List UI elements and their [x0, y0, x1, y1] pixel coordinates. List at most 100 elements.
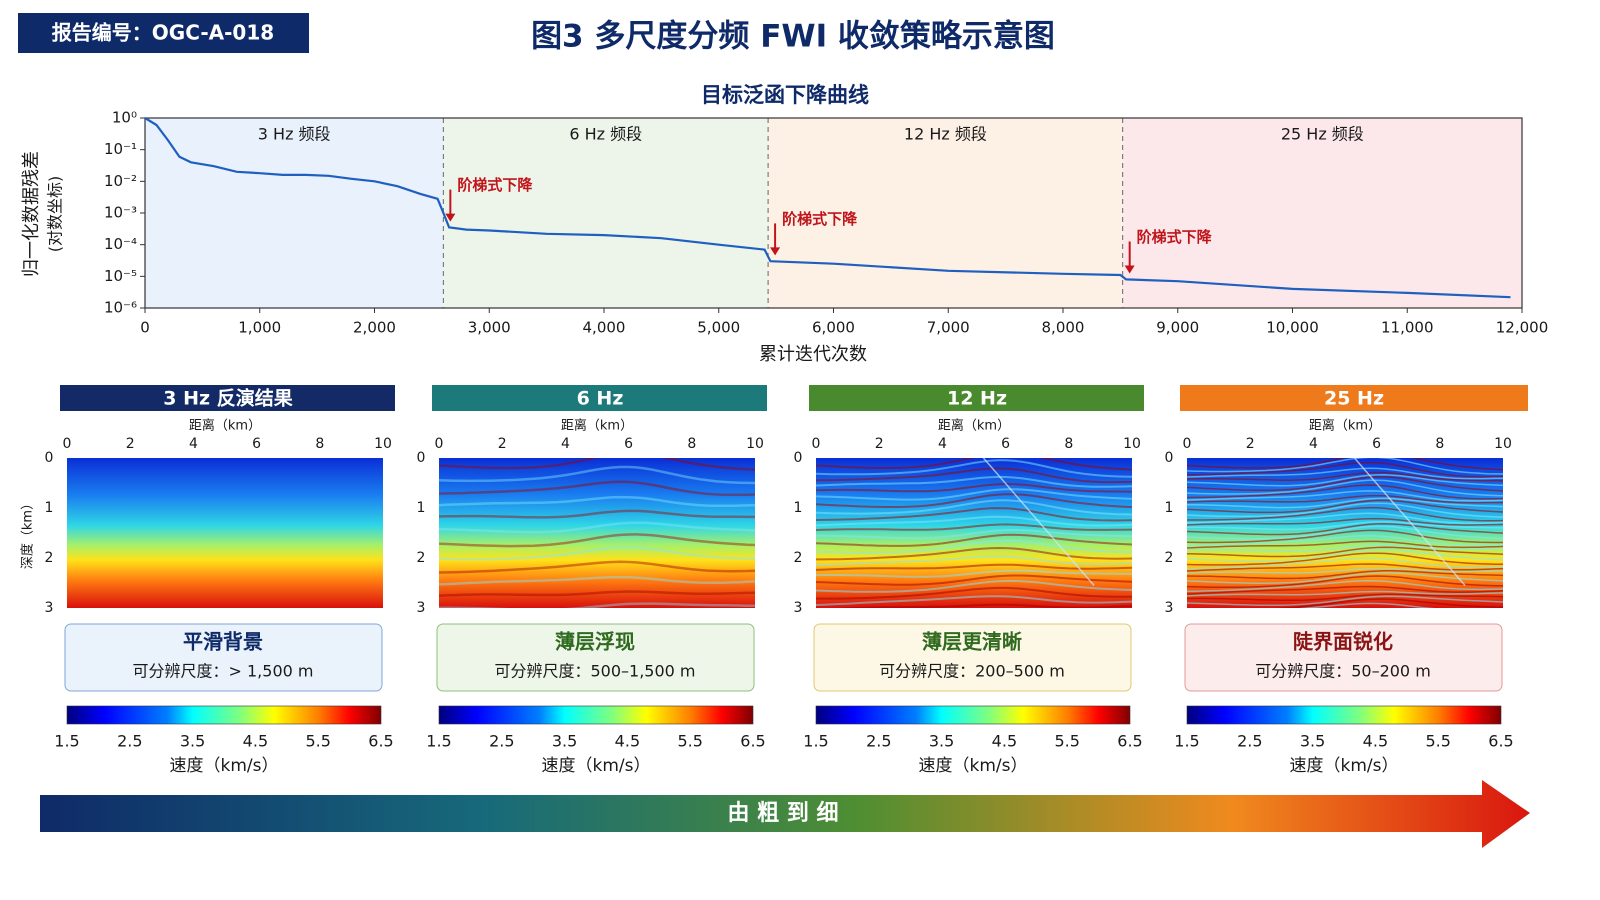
reflector [1187, 535, 1503, 547]
reflector [1187, 458, 1503, 471]
reflector [1187, 490, 1503, 502]
reflector [1187, 517, 1503, 526]
colorbar-tick-label: 6.5 [1117, 732, 1142, 751]
panel-y-tick-label: 3 [1165, 600, 1174, 616]
reflector [1187, 458, 1503, 475]
panel-y-tick-label: 1 [794, 500, 803, 516]
reflector [439, 465, 755, 485]
colorbar-tick-label: 1.5 [1174, 732, 1199, 751]
panel-x-label: 距离（km） [1309, 418, 1381, 434]
colorbar [66, 705, 382, 725]
fault [982, 458, 1095, 586]
colorbar-tick-label: 3.5 [552, 732, 577, 751]
stage-label: 12 Hz 频段 [904, 125, 987, 144]
reflector [831, 603, 1132, 608]
colorbar-tick-label: 4.5 [992, 732, 1017, 751]
y-tick-label: 10⁰ [112, 109, 137, 127]
panel-y-tick-label: 3 [45, 600, 54, 616]
reflector [1187, 567, 1503, 574]
reflector [439, 521, 755, 534]
reflector [1187, 523, 1503, 536]
panel-x-tick-label: 2 [1246, 436, 1255, 452]
reflector [439, 458, 755, 471]
velocity-image [439, 458, 755, 608]
panel-x-tick-label: 10 [374, 436, 392, 452]
reflector [1187, 512, 1503, 524]
x-tick-label: 10,000 [1266, 319, 1319, 337]
panel-x-tick-label: 6 [1001, 436, 1010, 452]
progression-arrow [40, 780, 1530, 848]
caption-box [813, 623, 1132, 692]
x-tick-label: 3,000 [468, 319, 511, 337]
y-tick-label: 10⁻⁶ [104, 299, 137, 317]
panel-x-label: 距离（km） [938, 418, 1010, 434]
reflector [439, 590, 755, 597]
panel-x-label: 距离（km） [561, 418, 633, 434]
y-tick-label: 10⁻² [104, 172, 137, 190]
reflector [1187, 590, 1503, 597]
panel-y-tick-label: 2 [1165, 550, 1174, 566]
reflector [816, 546, 1132, 561]
velocity-background [67, 458, 383, 608]
panel-header [432, 385, 767, 411]
reflector [816, 574, 1132, 586]
y-axis-label: 归一化数据残差 [21, 151, 42, 277]
reflector [816, 555, 1132, 567]
y-tick-label: 10⁻¹ [104, 140, 137, 158]
panel-y-tick-label: 1 [1165, 500, 1174, 516]
reflector [1187, 572, 1503, 584]
stage-band [443, 118, 769, 308]
progression-label: 由 粗 到 细 [728, 800, 839, 826]
panel-y-tick-label: 3 [417, 600, 426, 616]
reflector [1187, 585, 1503, 595]
reflector [1187, 552, 1503, 566]
annotation-arrowhead [770, 247, 781, 256]
reflector [816, 579, 1132, 593]
panel-x-tick-label: 10 [746, 436, 764, 452]
panel-y-tick-label: 1 [45, 500, 54, 516]
x-tick-label: 5,000 [697, 319, 740, 337]
chart-title: 目标泛函下降曲线 [701, 83, 869, 107]
panel-header [1180, 385, 1528, 411]
reflector [816, 569, 1132, 578]
colorbar-tick-label: 1.5 [54, 732, 79, 751]
colorbar-tick-label: 4.5 [243, 732, 268, 751]
reflector [1187, 544, 1503, 552]
colorbar-tick-label: 4.5 [615, 732, 640, 751]
stage-band [145, 118, 444, 308]
reflector [1187, 525, 1503, 540]
colorbar-tick-label: 3.5 [180, 732, 205, 751]
reflector [439, 533, 755, 548]
reflector [1187, 557, 1503, 570]
caption-box [436, 623, 755, 692]
panel-y-tick-label: 3 [794, 600, 803, 616]
reflector [816, 528, 1132, 540]
panel-x-tick-label: 4 [561, 436, 570, 452]
reflector [1187, 529, 1503, 544]
reflector [1187, 598, 1503, 608]
panel-y-tick-label: 1 [417, 500, 426, 516]
colorbar-label: 速度（km/s） [1290, 756, 1399, 776]
reflector [816, 595, 1132, 606]
reflector [816, 515, 1132, 527]
colorbar-tick-label: 1.5 [803, 732, 828, 751]
colorbar [438, 705, 754, 725]
reflector [816, 475, 1132, 488]
panel-x-tick-label: 4 [938, 436, 947, 452]
reflector [439, 575, 755, 586]
x-axis-label: 累计迭代次数 [759, 344, 867, 365]
residual-line [144, 117, 1511, 299]
reflector [439, 560, 755, 574]
colorbar-tick-label: 6.5 [368, 732, 393, 751]
panel-y-tick-label: 0 [794, 450, 803, 466]
panel-y-label: 深度（km） [20, 497, 36, 569]
colorbar-tick-label: 5.5 [1425, 732, 1450, 751]
x-tick-label: 8,000 [1042, 319, 1085, 337]
panel-x-tick-label: 8 [1435, 436, 1444, 452]
colorbar-label: 速度（km/s） [170, 756, 279, 776]
colorbar-label: 速度（km/s） [542, 756, 651, 776]
report-badge [18, 13, 309, 53]
annotation: 阶梯式下降 [1137, 228, 1213, 246]
caption-text: 可分辨尺度：500–1,500 m [494, 662, 695, 681]
